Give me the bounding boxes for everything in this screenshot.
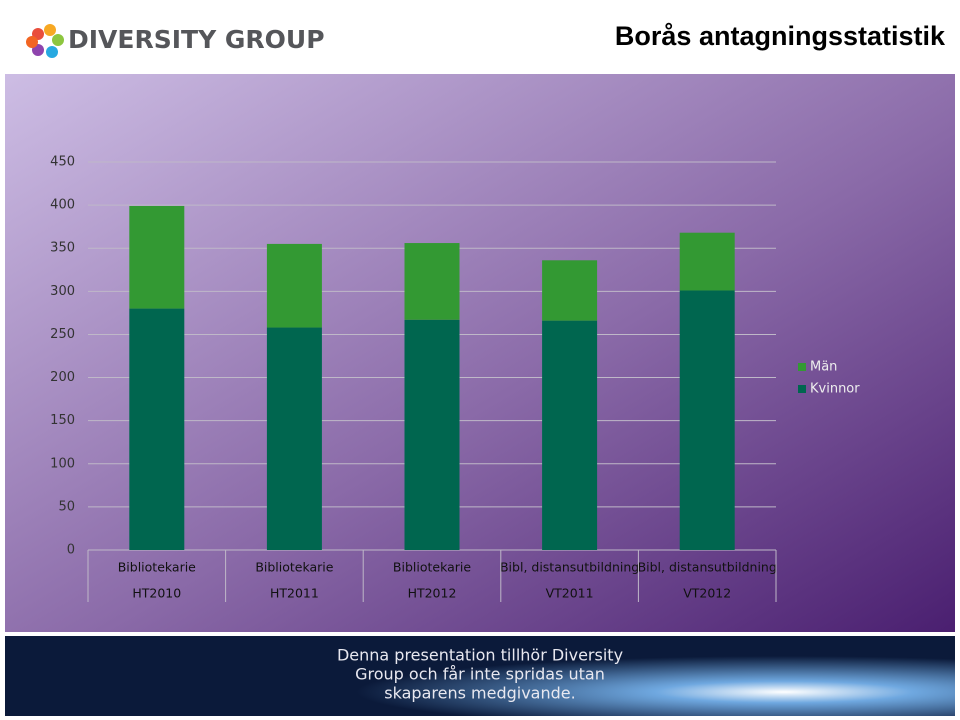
bar-segment	[542, 320, 598, 550]
x-group-label: HT2010	[132, 586, 181, 601]
logo-text: DIVERSITY GROUP	[68, 25, 325, 54]
y-tick-label: 350	[50, 241, 75, 256]
y-tick-label: 50	[58, 499, 75, 514]
legend-swatch	[798, 363, 806, 371]
bar-segment	[129, 205, 185, 309]
y-tick-label: 0	[67, 543, 75, 558]
y-tick-label: 100	[50, 456, 75, 471]
y-tick-label: 300	[50, 284, 75, 299]
bar-segment	[679, 232, 735, 291]
y-tick-label: 200	[50, 370, 75, 385]
x-tick-label: Bibliotekarie	[393, 560, 471, 575]
bar-segment	[266, 243, 322, 328]
legend-swatch	[798, 385, 806, 393]
legend-label: Kvinnor	[810, 382, 860, 397]
bar-segment	[542, 260, 598, 321]
x-group-label: HT2012	[408, 586, 457, 601]
footer-band	[5, 636, 955, 716]
footer-text: Denna presentation tillhör Diversity	[337, 646, 623, 665]
bar-segment	[404, 243, 460, 320]
x-group-label: VT2012	[683, 586, 731, 601]
legend-label: Män	[810, 360, 837, 375]
footer-text: Group och får inte spridas utan	[355, 665, 605, 684]
footer-text: skaparens medgivande.	[384, 684, 575, 703]
y-tick-label: 400	[50, 198, 75, 213]
bar-segment	[679, 290, 735, 550]
y-tick-label: 250	[50, 327, 75, 342]
y-tick-label: 150	[50, 413, 75, 428]
bar-segment	[129, 308, 185, 550]
x-tick-label: Bibliotekarie	[255, 560, 333, 575]
bar-segment	[404, 319, 460, 550]
chart-title: Borås antagningsstatistik	[615, 21, 946, 51]
x-tick-label: Bibl, distansutbildning	[638, 560, 777, 575]
logo-icon	[26, 24, 64, 58]
y-tick-label: 450	[50, 155, 75, 170]
x-tick-label: Bibliotekarie	[118, 560, 196, 575]
x-group-label: VT2011	[546, 586, 594, 601]
x-tick-label: Bibl, distansutbildning	[500, 560, 639, 575]
bar-segment	[266, 327, 322, 550]
x-group-label: HT2011	[270, 586, 319, 601]
